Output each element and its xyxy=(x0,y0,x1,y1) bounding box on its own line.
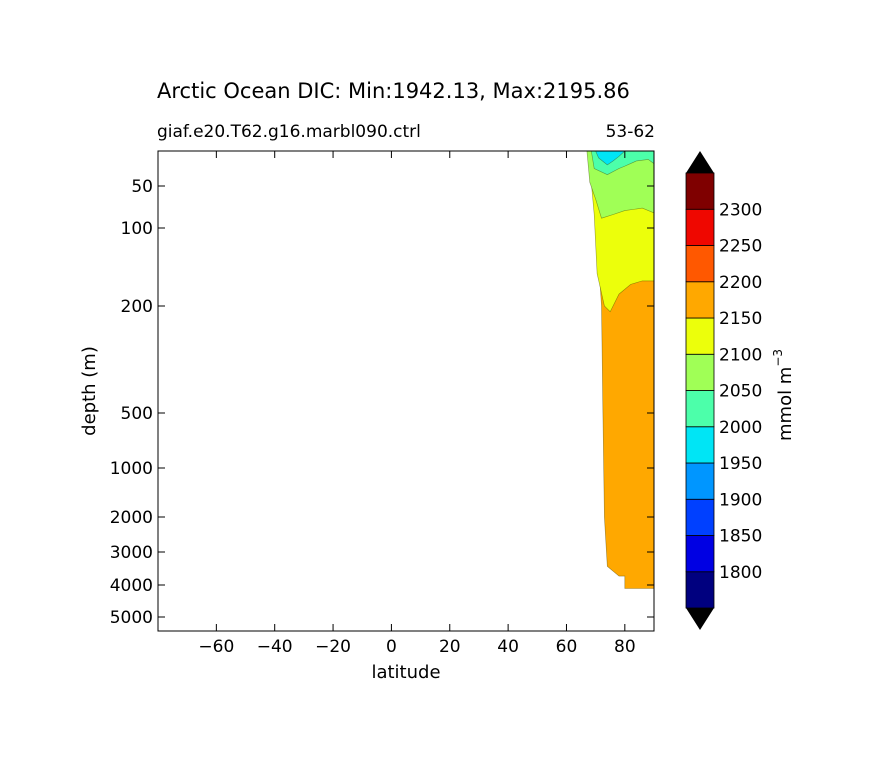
colorbar-tick-label: 2050 xyxy=(719,382,762,402)
y-tick-label: 5000 xyxy=(110,608,153,628)
x-tick-label: 20 xyxy=(439,637,461,657)
x-tick-label: 40 xyxy=(497,637,519,657)
colorbar-tick-label: 1950 xyxy=(719,454,762,474)
chart-title: Arctic Ocean DIC: Min:1942.13, Max:2195.… xyxy=(157,79,630,103)
y-tick-label: 4000 xyxy=(110,576,153,596)
colorbar-tick-label: 2200 xyxy=(719,273,762,293)
colorbar-tick-label: 2250 xyxy=(719,237,762,257)
x-axis: −60 −40 −20 0 20 40 60 80 xyxy=(198,151,636,657)
x-tick-label: −60 xyxy=(198,637,234,657)
colorbar-label-main: mmol m xyxy=(775,367,796,441)
colorbar-label: mmol m−3 xyxy=(771,349,796,441)
y-tick-label: 200 xyxy=(121,297,153,317)
colorbar-segment-2100 xyxy=(685,317,715,355)
y-tick-label: 500 xyxy=(121,404,153,424)
colorbar-tick-label: 2150 xyxy=(719,309,762,329)
chart-subtitle-right: 53-62 xyxy=(606,122,655,142)
colorbar-segment-1900 xyxy=(685,462,715,500)
y-tick-label: 50 xyxy=(131,177,153,197)
x-tick-label: −40 xyxy=(257,637,293,657)
colorbar-tick-label: 2000 xyxy=(719,418,762,438)
colorbar-segment-2000 xyxy=(685,390,715,428)
y-tick-label: 2000 xyxy=(110,508,153,528)
y-tick-label: 1000 xyxy=(110,459,153,479)
x-axis-label: latitude xyxy=(371,662,440,683)
x-tick-label: −20 xyxy=(315,637,351,657)
chart-subtitle-left: giaf.e20.T62.g16.marbl090.ctrl xyxy=(157,122,421,142)
colorbar-segment-2300 xyxy=(685,172,715,210)
colorbar-segment-1850 xyxy=(685,498,715,536)
colorbar-segment-2050 xyxy=(685,353,715,391)
y-axis: 50 100 200 500 1000 2000 3000 4000 5000 xyxy=(110,177,654,628)
contour-fields xyxy=(586,150,655,589)
colorbar-tick-label: 1900 xyxy=(719,490,762,510)
x-tick-label: 60 xyxy=(556,637,578,657)
colorbar-tick-label: 2100 xyxy=(719,345,762,365)
colorbar-segment-1800 xyxy=(685,535,715,573)
colorbar-tick-label: 1800 xyxy=(719,563,762,583)
x-tick-label: 80 xyxy=(614,637,636,657)
colorbar-tick-label: 2300 xyxy=(719,200,762,220)
x-tick-label: 0 xyxy=(386,637,397,657)
colorbar-segment-1950 xyxy=(685,426,715,464)
y-tick-label: 100 xyxy=(121,219,153,239)
y-tick-label: 3000 xyxy=(110,543,153,563)
colorbar-extend-max xyxy=(686,151,714,173)
colorbar: 1800 1850 1900 1950 2000 2050 2100 2150 2200 2250… xyxy=(685,151,762,630)
y-axis-label: depth (m) xyxy=(79,346,100,436)
plot-frame xyxy=(157,150,655,632)
colorbar-label-exponent: −3 xyxy=(771,349,785,367)
colorbar-tick-label: 1850 xyxy=(719,527,762,547)
colorbar-segment-2150 xyxy=(685,281,715,319)
colorbar-segment-1750 xyxy=(685,571,715,609)
colorbar-segment-2200 xyxy=(685,245,715,283)
colorbar-extend-min xyxy=(686,608,714,630)
colorbar-segment-2250 xyxy=(685,208,715,246)
